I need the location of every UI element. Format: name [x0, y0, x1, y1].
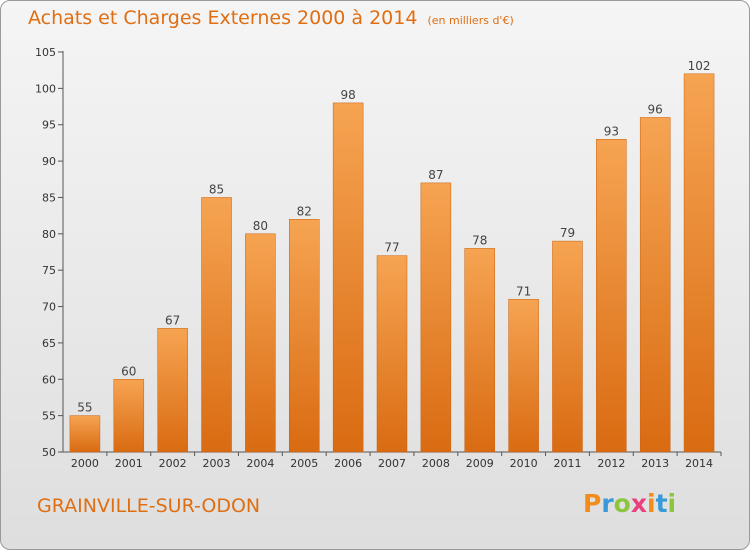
logo-letter: P [583, 489, 602, 518]
bar [113, 379, 145, 453]
y-tick-label: 105 [35, 46, 56, 59]
x-tick-label: 2008 [422, 457, 450, 470]
y-tick-label: 80 [42, 228, 56, 241]
y-tick-label: 90 [42, 155, 56, 168]
data-label: 98 [340, 88, 355, 102]
data-label: 96 [648, 102, 663, 116]
x-tick-label: 2006 [334, 457, 362, 470]
bar [289, 219, 320, 453]
bar [376, 255, 408, 453]
commune-name: GRAINVILLE-SUR-ODON [37, 495, 261, 517]
chart-title-block: Achats et Charges Externes 2000 à 2014 (e… [28, 7, 514, 29]
logo-letter: o [613, 489, 631, 518]
data-label: 80 [253, 219, 268, 233]
x-tick-label: 2011 [553, 457, 581, 470]
x-tick-label: 2007 [378, 457, 406, 470]
data-label: 67 [165, 313, 180, 327]
chart-subtitle: (en milliers d'€) [427, 14, 514, 27]
x-tick-label: 2005 [290, 457, 318, 470]
y-tick-label: 75 [42, 264, 56, 277]
data-label: 79 [560, 226, 575, 240]
bar [157, 328, 188, 453]
data-label: 87 [428, 168, 443, 182]
y-tick-label: 50 [42, 446, 56, 459]
data-label: 93 [604, 124, 619, 138]
data-label: 78 [472, 233, 487, 247]
data-label: 55 [77, 401, 92, 415]
data-label: 102 [688, 59, 711, 73]
y-tick-label: 55 [42, 410, 56, 423]
x-tick-label: 2012 [597, 457, 625, 470]
y-tick-label: 95 [42, 119, 56, 132]
x-tick-label: 2010 [510, 457, 538, 470]
data-label: 60 [121, 364, 136, 378]
logo-letter: i [647, 489, 656, 518]
bar [552, 240, 583, 453]
bar [508, 299, 539, 453]
y-tick-label: 85 [42, 191, 56, 204]
logo-letter: r [601, 489, 614, 518]
data-label: 77 [384, 241, 399, 255]
bar [201, 197, 232, 453]
x-tick-label: 2009 [466, 457, 494, 470]
x-tick-label: 2001 [115, 457, 143, 470]
data-label: 85 [209, 182, 224, 196]
data-label: 82 [297, 204, 312, 218]
data-label: 71 [516, 284, 531, 298]
x-tick-label: 2014 [685, 457, 713, 470]
y-tick-label: 65 [42, 337, 56, 350]
bar [464, 248, 495, 453]
logo-letter: t [655, 489, 668, 518]
bar [683, 73, 715, 453]
x-tick-label: 2000 [71, 457, 99, 470]
chart-title: Achats et Charges Externes 2000 à 2014 [28, 7, 418, 29]
y-tick-label: 70 [42, 301, 56, 314]
bar [69, 415, 101, 453]
bar [420, 182, 452, 453]
bar [596, 139, 627, 453]
bar [332, 102, 364, 453]
proxiti-logo: Proxiti [583, 489, 676, 518]
logo-letter: i [667, 489, 677, 518]
y-tick-label: 60 [42, 373, 56, 386]
bar [245, 233, 276, 453]
logo-letter: x [630, 489, 647, 518]
y-tick-label: 100 [35, 82, 56, 95]
x-tick-label: 2003 [203, 457, 231, 470]
x-tick-label: 2004 [246, 457, 274, 470]
x-tick-label: 2002 [159, 457, 187, 470]
x-tick-label: 2013 [641, 457, 669, 470]
bar [639, 117, 671, 453]
